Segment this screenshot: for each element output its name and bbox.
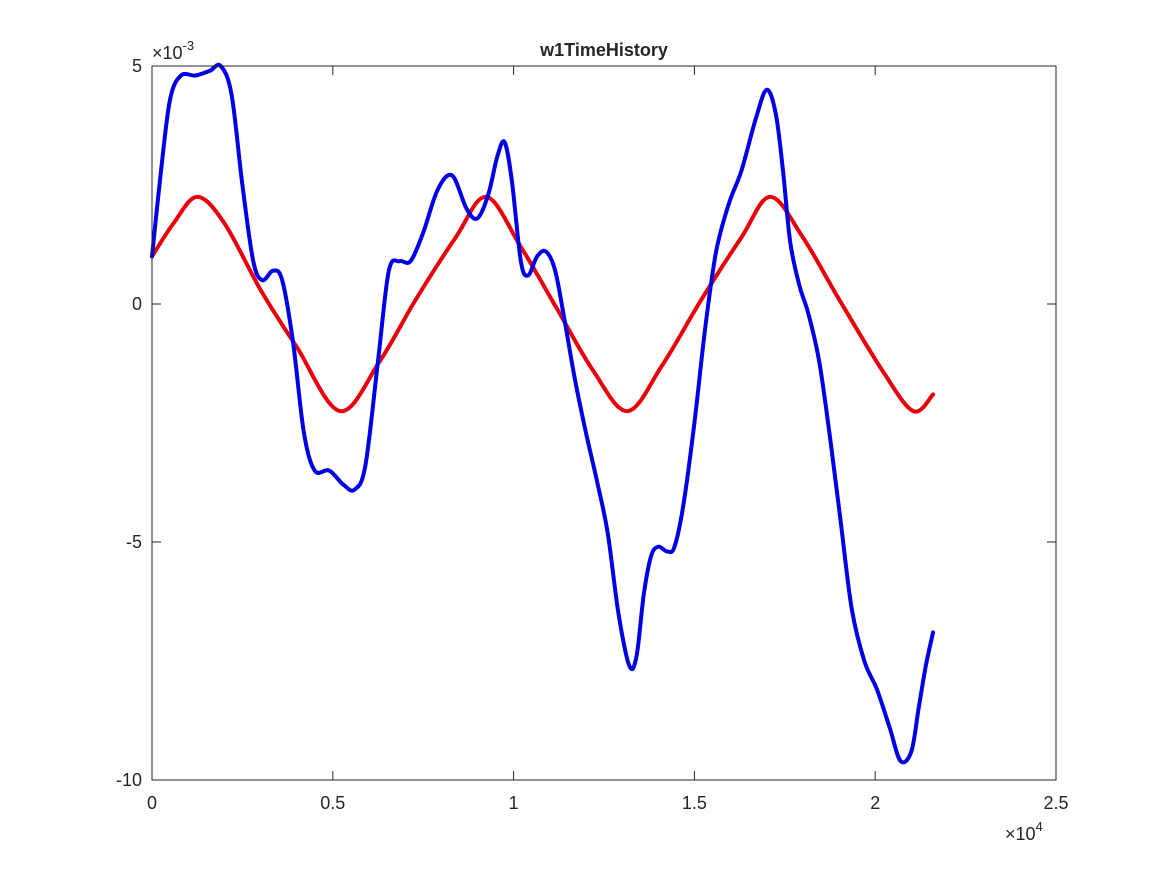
x-tick-label: 1	[509, 793, 519, 813]
y-axis-exponent: ×10-3	[152, 38, 194, 63]
series-layer	[150, 62, 936, 765]
axes-box	[151, 65, 1057, 781]
x-tick-label: 0	[147, 793, 157, 813]
y-axis: -10 -5 0 5	[116, 56, 1056, 790]
x-tick-label: 0.5	[320, 793, 345, 813]
x-exponent-power: 4	[1036, 819, 1043, 834]
y-exponent-power: -3	[183, 38, 195, 53]
x-tick-label: 1.5	[682, 793, 707, 813]
chart-title: w1TimeHistory	[539, 40, 668, 60]
x-exponent-base: ×10	[1005, 824, 1036, 844]
x-axis-exponent: ×104	[1005, 819, 1043, 844]
x-axis: 0 0.5 1 1.5 2 2.5	[147, 66, 1069, 813]
series-line-2	[150, 62, 936, 765]
series-line-1	[150, 194, 936, 414]
x-tick-label: 2.5	[1043, 793, 1068, 813]
y-tick-label: 0	[132, 294, 142, 314]
y-tick-label: -5	[126, 532, 142, 552]
y-tick-label: 5	[132, 56, 142, 76]
x-tick-label: 2	[870, 793, 880, 813]
y-exponent-base: ×10	[152, 43, 183, 63]
y-tick-label: -10	[116, 770, 142, 790]
